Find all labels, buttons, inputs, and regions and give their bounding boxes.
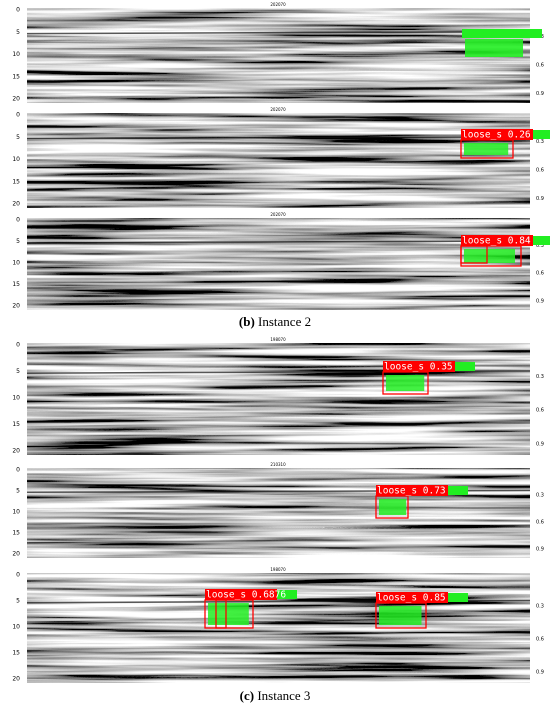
detection-fill: [386, 375, 425, 391]
y-tick-label: 0: [16, 467, 20, 474]
y-tick-label: 5: [16, 488, 20, 495]
y2-tick-label: 0.6: [536, 168, 544, 174]
y-tick-label: 10: [12, 260, 20, 267]
y-tick-label: 0: [16, 342, 20, 349]
y2-tick-label: 0.6: [536, 408, 544, 414]
y-tick-label: 0: [16, 217, 20, 224]
y2-tick-label: 0.3: [536, 374, 544, 380]
detection-label-box: [376, 485, 448, 496]
y-tick-label: 10: [12, 509, 20, 516]
caption-tag: (b): [239, 314, 255, 329]
y2-tick-label: 0.9: [536, 196, 544, 202]
caption: (c) Instance 3: [240, 688, 311, 703]
y2-tick-label: 0.9: [536, 441, 544, 447]
detection-fill: [379, 499, 407, 515]
y-tick-label: 20: [12, 96, 20, 103]
panel-header: 210310: [270, 462, 286, 467]
caption-text: Instance 3: [257, 688, 310, 703]
panel-header: 198070: [270, 337, 286, 342]
y-tick-label: 20: [12, 448, 20, 455]
caption: (b) Instance 2: [239, 314, 311, 329]
y-tick-label: 5: [16, 29, 20, 36]
y2-tick-label: 0.6: [536, 637, 544, 643]
y2-tick-label: 0.3: [536, 604, 544, 610]
detection-box: [465, 39, 523, 57]
y-tick-label: 0: [16, 7, 20, 14]
y-tick-label: 0: [16, 572, 20, 579]
y-tick-label: 15: [12, 530, 20, 537]
detection-label: loose_s 0.6876: [206, 590, 286, 601]
y-tick-label: 20: [12, 551, 20, 558]
y-tick-label: 15: [12, 73, 20, 80]
caption-tag: (c): [240, 688, 254, 703]
radargram: [26, 342, 531, 456]
y2-tick-label: 0.9: [536, 298, 544, 304]
detection-label: loose_s 0.73: [377, 486, 446, 497]
detection-label: loose_s 0.84: [462, 236, 531, 247]
y-tick-label: 5: [16, 368, 20, 375]
detection-label: loose_s 0.26: [462, 130, 531, 141]
detection-label-box: [461, 129, 533, 140]
detection-label-box: [383, 361, 455, 372]
panel-header: 202070: [270, 2, 286, 7]
y2-tick-label: 0.9: [536, 547, 544, 553]
panel-header: 202070: [270, 107, 286, 112]
detection-label-box: [205, 589, 277, 600]
y2-tick-label: 0.3: [536, 493, 544, 499]
y-tick-label: 5: [16, 134, 20, 141]
reflector: [26, 136, 531, 140]
detection-label: loose_s 0.85: [377, 593, 446, 604]
y-tick-label: 10: [12, 624, 20, 631]
detection-label-box: [461, 235, 533, 246]
y2-tick-label: 0.6: [536, 63, 544, 69]
y-tick-label: 20: [12, 676, 20, 683]
caption-text: Instance 2: [258, 314, 311, 329]
y-tick-label: 0: [16, 112, 20, 119]
y2-tick-label: 0.3: [536, 243, 544, 249]
y-tick-label: 5: [16, 598, 20, 605]
detection-label-box: [376, 592, 448, 603]
y-tick-label: 15: [12, 650, 20, 657]
y2-tick-label: 0.6: [536, 520, 544, 526]
y2-tick-label: 0.3: [536, 139, 544, 145]
radargram: [26, 112, 531, 209]
detection-label-box: [462, 29, 542, 38]
detection-fill: [208, 603, 249, 625]
detection-fill: [464, 249, 515, 263]
y-tick-label: 15: [12, 421, 20, 428]
reflector: [26, 240, 531, 244]
radargram: [26, 7, 531, 104]
y2-tick-label: 0.9: [536, 91, 544, 97]
detection-fill: [379, 606, 422, 625]
y-tick-label: 15: [12, 178, 20, 185]
detection-fill: [464, 143, 509, 155]
panel-header: 202070: [270, 212, 286, 217]
y-tick-label: 20: [12, 201, 20, 208]
y2-tick-label: 0.9: [536, 670, 544, 676]
radargram: [26, 467, 531, 559]
y2-tick-label: 0.6: [536, 271, 544, 277]
reflector: [26, 31, 531, 35]
y-tick-label: 5: [16, 238, 20, 245]
y-tick-label: 10: [12, 395, 20, 402]
y-tick-label: 10: [12, 156, 20, 163]
y-tick-label: 10: [12, 51, 20, 58]
panel-header: 198070: [270, 567, 286, 572]
y-tick-label: 15: [12, 281, 20, 288]
detection-label: loose_s 0.35: [384, 362, 453, 373]
y-tick-label: 20: [12, 303, 20, 310]
radargram: [26, 217, 531, 311]
